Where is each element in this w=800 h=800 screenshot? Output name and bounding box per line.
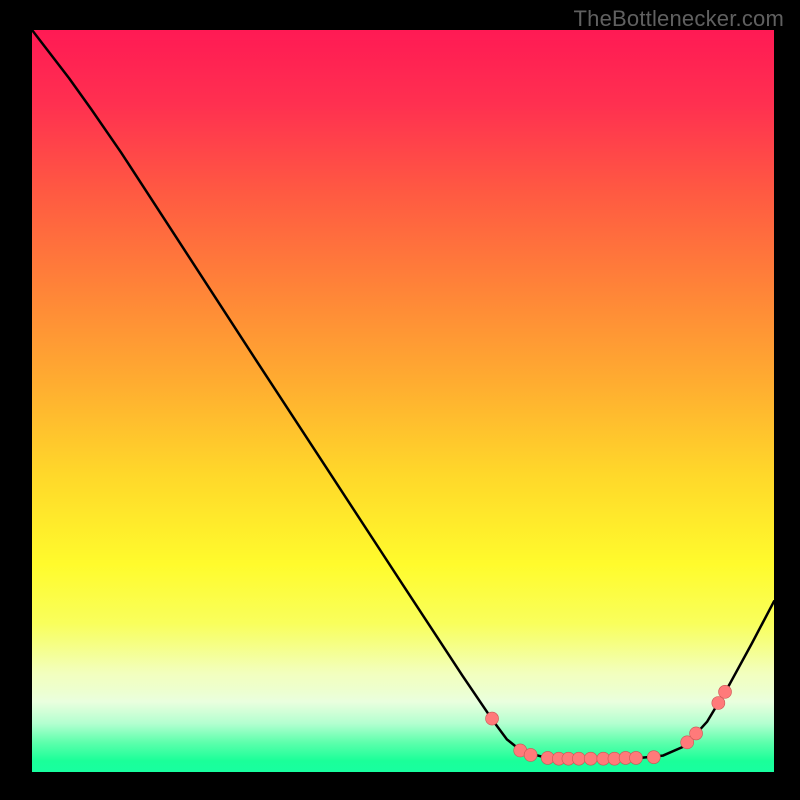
bottleneck-curve (32, 30, 774, 759)
data-marker (486, 712, 499, 725)
data-marker (584, 752, 597, 765)
watermark-text: TheBottlenecker.com (574, 6, 784, 32)
data-marker (712, 696, 725, 709)
data-marker (690, 727, 703, 740)
chart-plot-area (32, 30, 774, 772)
data-marker (524, 748, 537, 761)
chart-curve-layer (32, 30, 774, 772)
data-marker (572, 752, 585, 765)
data-marker (719, 685, 732, 698)
data-marker (647, 751, 660, 764)
data-marker (629, 751, 642, 764)
data-markers-group (486, 685, 732, 765)
